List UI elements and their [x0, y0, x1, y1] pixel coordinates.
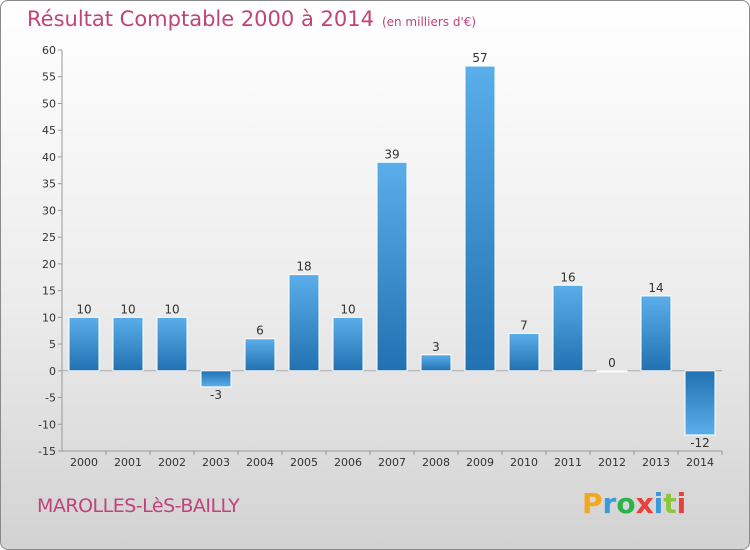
value-label-2000: 10	[76, 302, 91, 316]
chart-title: Résultat Comptable 2000 à 2014 (en millie…	[27, 7, 476, 31]
bar-2008	[420, 354, 452, 372]
x-tick-label: 2005	[290, 456, 318, 469]
x-tick-label: 2010	[510, 456, 538, 469]
value-label-2001: 10	[120, 302, 135, 316]
x-tick-label: 2003	[202, 456, 230, 469]
x-tick-label: 2002	[158, 456, 186, 469]
bar-2014	[684, 370, 716, 436]
chart-unit: (en milliers d'€)	[381, 15, 477, 29]
x-tick-label: 2007	[378, 456, 406, 469]
proxiti-logo: Proxiti	[582, 487, 686, 520]
x-tick-label: 2012	[598, 456, 626, 469]
value-label-2012: 0	[608, 356, 616, 370]
y-tick-label: 20	[42, 258, 56, 271]
x-tick-label: 2009	[466, 456, 494, 469]
value-label-2002: 10	[164, 302, 179, 316]
x-tick-label: 2000	[70, 456, 98, 469]
bars	[68, 65, 716, 436]
bar-2005	[288, 274, 320, 372]
x-tick-label: 2001	[114, 456, 142, 469]
bar-2007	[376, 161, 408, 372]
value-label-2005: 18	[296, 260, 311, 274]
x-tick-label: 2004	[246, 456, 274, 469]
logo-letter: t	[663, 487, 677, 520]
value-label-2007: 39	[384, 147, 399, 161]
logo-letter: i	[676, 487, 687, 520]
bar-2004	[244, 338, 276, 372]
logo-letter: r	[602, 487, 617, 520]
x-tick-label: 2014	[686, 456, 714, 469]
y-tick-label: 5	[49, 338, 56, 351]
y-tick-label: 10	[42, 311, 56, 324]
value-label-2013: 14	[648, 281, 663, 295]
x-tick-label: 2008	[422, 456, 450, 469]
y-tick-label: 40	[42, 151, 56, 164]
y-tick-label: 0	[49, 365, 56, 378]
y-tick-label: 55	[42, 71, 56, 84]
y-tick-label: -5	[45, 392, 56, 405]
bar-2010	[508, 332, 540, 372]
y-tick-label: 35	[42, 178, 56, 191]
logo-letter: P	[582, 487, 603, 520]
value-label-2003: -3	[210, 388, 222, 402]
value-label-2009: 57	[472, 51, 487, 65]
value-label-2014: -12	[690, 436, 710, 450]
bar-2000	[68, 316, 100, 372]
y-tick-label: 25	[42, 231, 56, 244]
x-tick-label: 2006	[334, 456, 362, 469]
bar-2013	[640, 295, 672, 372]
y-tick-label: 30	[42, 204, 56, 217]
y-tick-label: 50	[42, 97, 56, 110]
y-tick-label: 60	[42, 44, 56, 57]
bar-2011	[552, 284, 584, 372]
bar-2003	[200, 370, 232, 388]
y-tick-label: 15	[42, 285, 56, 298]
bar-2002	[156, 316, 188, 372]
value-label-2006: 10	[340, 302, 355, 316]
chart-title-text: Résultat Comptable 2000 à 2014	[27, 7, 374, 31]
value-label-2004: 6	[256, 324, 264, 338]
bar-2006	[332, 316, 364, 372]
value-labels: 10 10 10 -3 6 18 10 39 3 57 7 16 0 14 -12	[76, 51, 709, 450]
logo-letter: o	[616, 487, 636, 520]
value-label-2008: 3	[432, 340, 440, 354]
bar-2012	[596, 370, 628, 373]
bar-2001	[112, 316, 144, 372]
y-tick-label: -10	[38, 418, 56, 431]
x-tick-label: 2013	[642, 456, 670, 469]
bar-2009	[464, 65, 496, 372]
town-name: MAROLLES-LèS-BAILLY	[37, 495, 240, 517]
y-tick-label: -15	[38, 445, 56, 458]
y-tick-label: 45	[42, 124, 56, 137]
value-label-2011: 16	[560, 270, 575, 284]
x-tick-label: 2011	[554, 456, 582, 469]
logo-letter: x	[635, 487, 654, 520]
value-label-2010: 7	[520, 318, 528, 332]
logo-letter: i	[653, 487, 664, 520]
